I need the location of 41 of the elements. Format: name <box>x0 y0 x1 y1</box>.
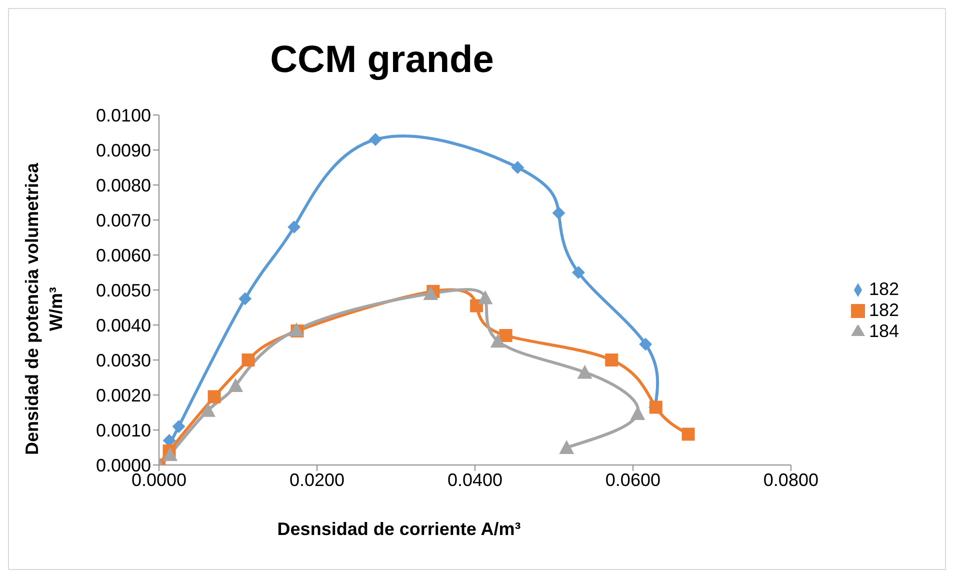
point <box>200 402 216 417</box>
point <box>577 364 592 379</box>
x-tick-label: 0.0200 <box>289 470 345 490</box>
point <box>478 290 493 304</box>
x-tick-label: 0.0600 <box>605 470 660 490</box>
x-tick-label: 0.0800 <box>763 470 818 490</box>
point <box>499 329 512 342</box>
y-tick-label: 0.0050 <box>96 280 151 300</box>
point <box>288 220 301 234</box>
point <box>242 354 255 366</box>
legend-label: 182 <box>868 300 899 320</box>
y-tick-label: 0.0020 <box>96 385 151 406</box>
legend-label: 182 <box>868 278 899 298</box>
y-tick-label: 0.0040 <box>96 315 151 336</box>
point <box>605 354 618 366</box>
point <box>423 286 438 300</box>
point <box>572 266 585 279</box>
point <box>208 390 221 404</box>
point <box>559 440 574 454</box>
y-axis-title: Densidad de potencia volumetrica W/m³ <box>22 162 66 456</box>
y-tick-label: 0.0010 <box>96 420 151 440</box>
x-axis-title: Desnsidad de corriente A/m³ <box>276 519 522 540</box>
chart-title: CCM grande <box>269 38 495 83</box>
y-tick-label: 0.0070 <box>96 210 151 230</box>
point <box>228 378 244 392</box>
point <box>368 133 382 146</box>
point <box>162 447 178 461</box>
point <box>238 292 252 306</box>
point <box>172 420 186 433</box>
point <box>639 338 652 351</box>
y-tick-label: 0.0060 <box>96 245 151 266</box>
y-tick-label: 0.0100 <box>96 105 151 126</box>
legend-label: 184 <box>868 320 899 340</box>
point <box>552 206 566 220</box>
y-tick-label: 0.0090 <box>96 140 151 160</box>
point <box>511 161 524 174</box>
y-tick-label: 0.0080 <box>96 175 151 196</box>
point <box>682 428 695 441</box>
point <box>490 334 506 348</box>
x-tick-label: 0.0400 <box>447 470 503 490</box>
y-tick-label: 0.0030 <box>96 350 151 370</box>
